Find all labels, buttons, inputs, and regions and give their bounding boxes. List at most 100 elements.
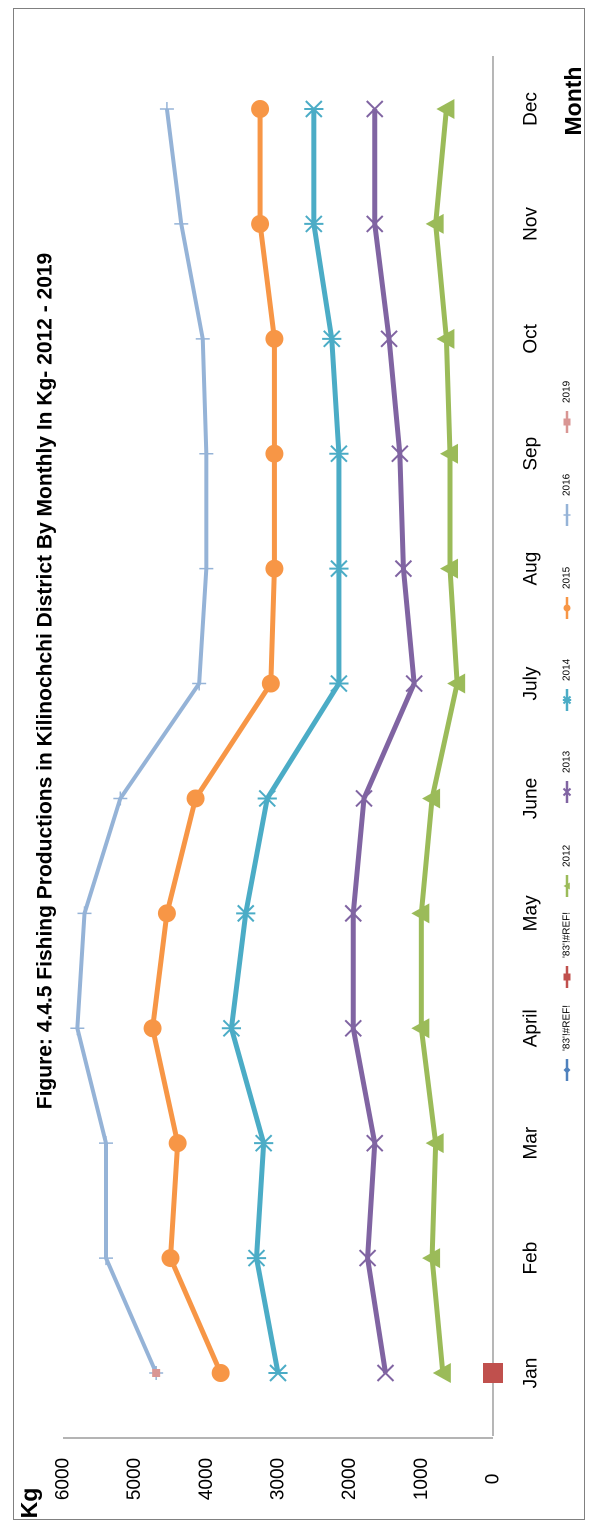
x-tick-label: Nov	[521, 207, 542, 241]
data-point	[143, 1019, 162, 1038]
data-point	[376, 1364, 395, 1382]
data-point	[70, 1021, 85, 1036]
data-point	[199, 446, 214, 461]
y-tick-label: 6000	[53, 1458, 74, 1500]
x-tick-label: Jan	[521, 1358, 542, 1389]
line-chart: 0 1000 2000 3000 4000 5000 6000 Jan Feb Mar April M…	[16, 56, 586, 1519]
data-point	[425, 213, 444, 234]
data-point	[265, 329, 284, 348]
series-line	[350, 109, 417, 1374]
legend-item: 2019	[562, 380, 573, 433]
x-tick-label: May	[521, 895, 542, 931]
data-point	[405, 674, 423, 693]
legend-label: 2016	[562, 473, 573, 496]
data-point	[236, 904, 256, 923]
series-2014-4	[221, 100, 349, 1382]
data-point	[440, 443, 458, 464]
data-point	[391, 445, 409, 463]
data-point	[563, 882, 570, 890]
data-point	[344, 1019, 362, 1037]
data-point	[265, 559, 284, 578]
data-point	[394, 559, 413, 578]
legend-item: '83'!#REF!	[562, 912, 573, 988]
series-83REF-1	[483, 1363, 503, 1383]
data-point	[422, 1248, 441, 1269]
data-point	[168, 1134, 187, 1153]
x-tick-label: Feb	[521, 1242, 542, 1275]
data-point	[422, 788, 441, 809]
x-tick-label: June	[521, 778, 542, 819]
data-point	[562, 695, 572, 705]
series-2015-5	[143, 100, 284, 1382]
legend-item: 2015	[562, 566, 573, 619]
data-point	[152, 1369, 161, 1377]
chart-title: Figure: 4.4.5 Fishing Productions in Kil…	[34, 253, 57, 1109]
legend-label: 2013	[562, 750, 573, 773]
data-point	[432, 1363, 451, 1383]
chart-frame: 0 1000 2000 3000 4000 5000 6000 Jan Feb Mar April M…	[13, 8, 586, 1520]
data-point	[436, 99, 455, 119]
data-point	[366, 215, 384, 233]
series-line	[150, 109, 277, 1375]
data-point	[563, 1066, 571, 1074]
y-axis-title: Kg	[16, 1488, 42, 1519]
data-point	[251, 214, 270, 233]
data-point	[322, 330, 342, 348]
y-tick-label: 5000	[124, 1458, 145, 1500]
data-point	[77, 906, 92, 921]
data-point	[246, 1249, 267, 1267]
data-point	[113, 791, 128, 806]
data-point	[329, 445, 349, 463]
data-point	[344, 904, 362, 923]
legend-label: 2015	[562, 566, 573, 589]
data-point	[99, 1136, 113, 1151]
series-2019-7	[152, 1369, 161, 1377]
data-point	[254, 1134, 274, 1152]
legend-item: 2016	[562, 473, 573, 526]
series-line	[418, 108, 460, 1374]
y-tick-label: 0	[483, 1474, 504, 1485]
data-point	[329, 559, 349, 578]
data-point	[268, 1364, 288, 1382]
series-2013-3	[344, 100, 423, 1382]
x-tick-label: Aug	[521, 552, 542, 586]
data-point	[174, 216, 189, 231]
data-point	[265, 444, 284, 463]
data-point	[411, 903, 430, 924]
data-point	[329, 674, 349, 693]
x-tick-label: Sep	[521, 437, 542, 471]
legend-label: '83'!#REF!	[562, 1005, 573, 1051]
data-point	[261, 674, 280, 693]
data-point	[304, 100, 324, 118]
data-point	[358, 1249, 377, 1267]
data-point	[366, 100, 384, 118]
legend-item: 2012	[562, 844, 573, 897]
data-point	[251, 100, 270, 118]
legend-label: 2012	[562, 844, 573, 867]
x-tick-label: Mar	[521, 1126, 542, 1159]
data-point	[161, 1249, 180, 1268]
data-point	[483, 1363, 503, 1383]
x-axis-title: Month	[560, 67, 586, 136]
series-line	[75, 108, 209, 1374]
data-point	[563, 973, 571, 981]
data-point	[221, 1019, 242, 1037]
x-tick-label: July	[521, 666, 542, 700]
legend-item: 2013	[562, 750, 573, 803]
data-point	[436, 328, 455, 349]
series-2016-6	[70, 102, 214, 1380]
data-point	[192, 676, 207, 691]
data-point	[186, 789, 205, 808]
legend-item: 2014	[562, 658, 573, 711]
data-point	[257, 789, 277, 808]
data-point	[355, 789, 373, 808]
data-point	[304, 215, 324, 233]
data-point	[440, 558, 458, 579]
data-point	[411, 1018, 430, 1039]
data-point	[157, 904, 176, 923]
x-tick-label: Dec	[521, 92, 542, 126]
data-point	[380, 330, 398, 348]
x-tick-label: Oct	[521, 323, 542, 353]
y-tick-label: 1000	[411, 1458, 432, 1500]
data-point	[563, 604, 571, 612]
